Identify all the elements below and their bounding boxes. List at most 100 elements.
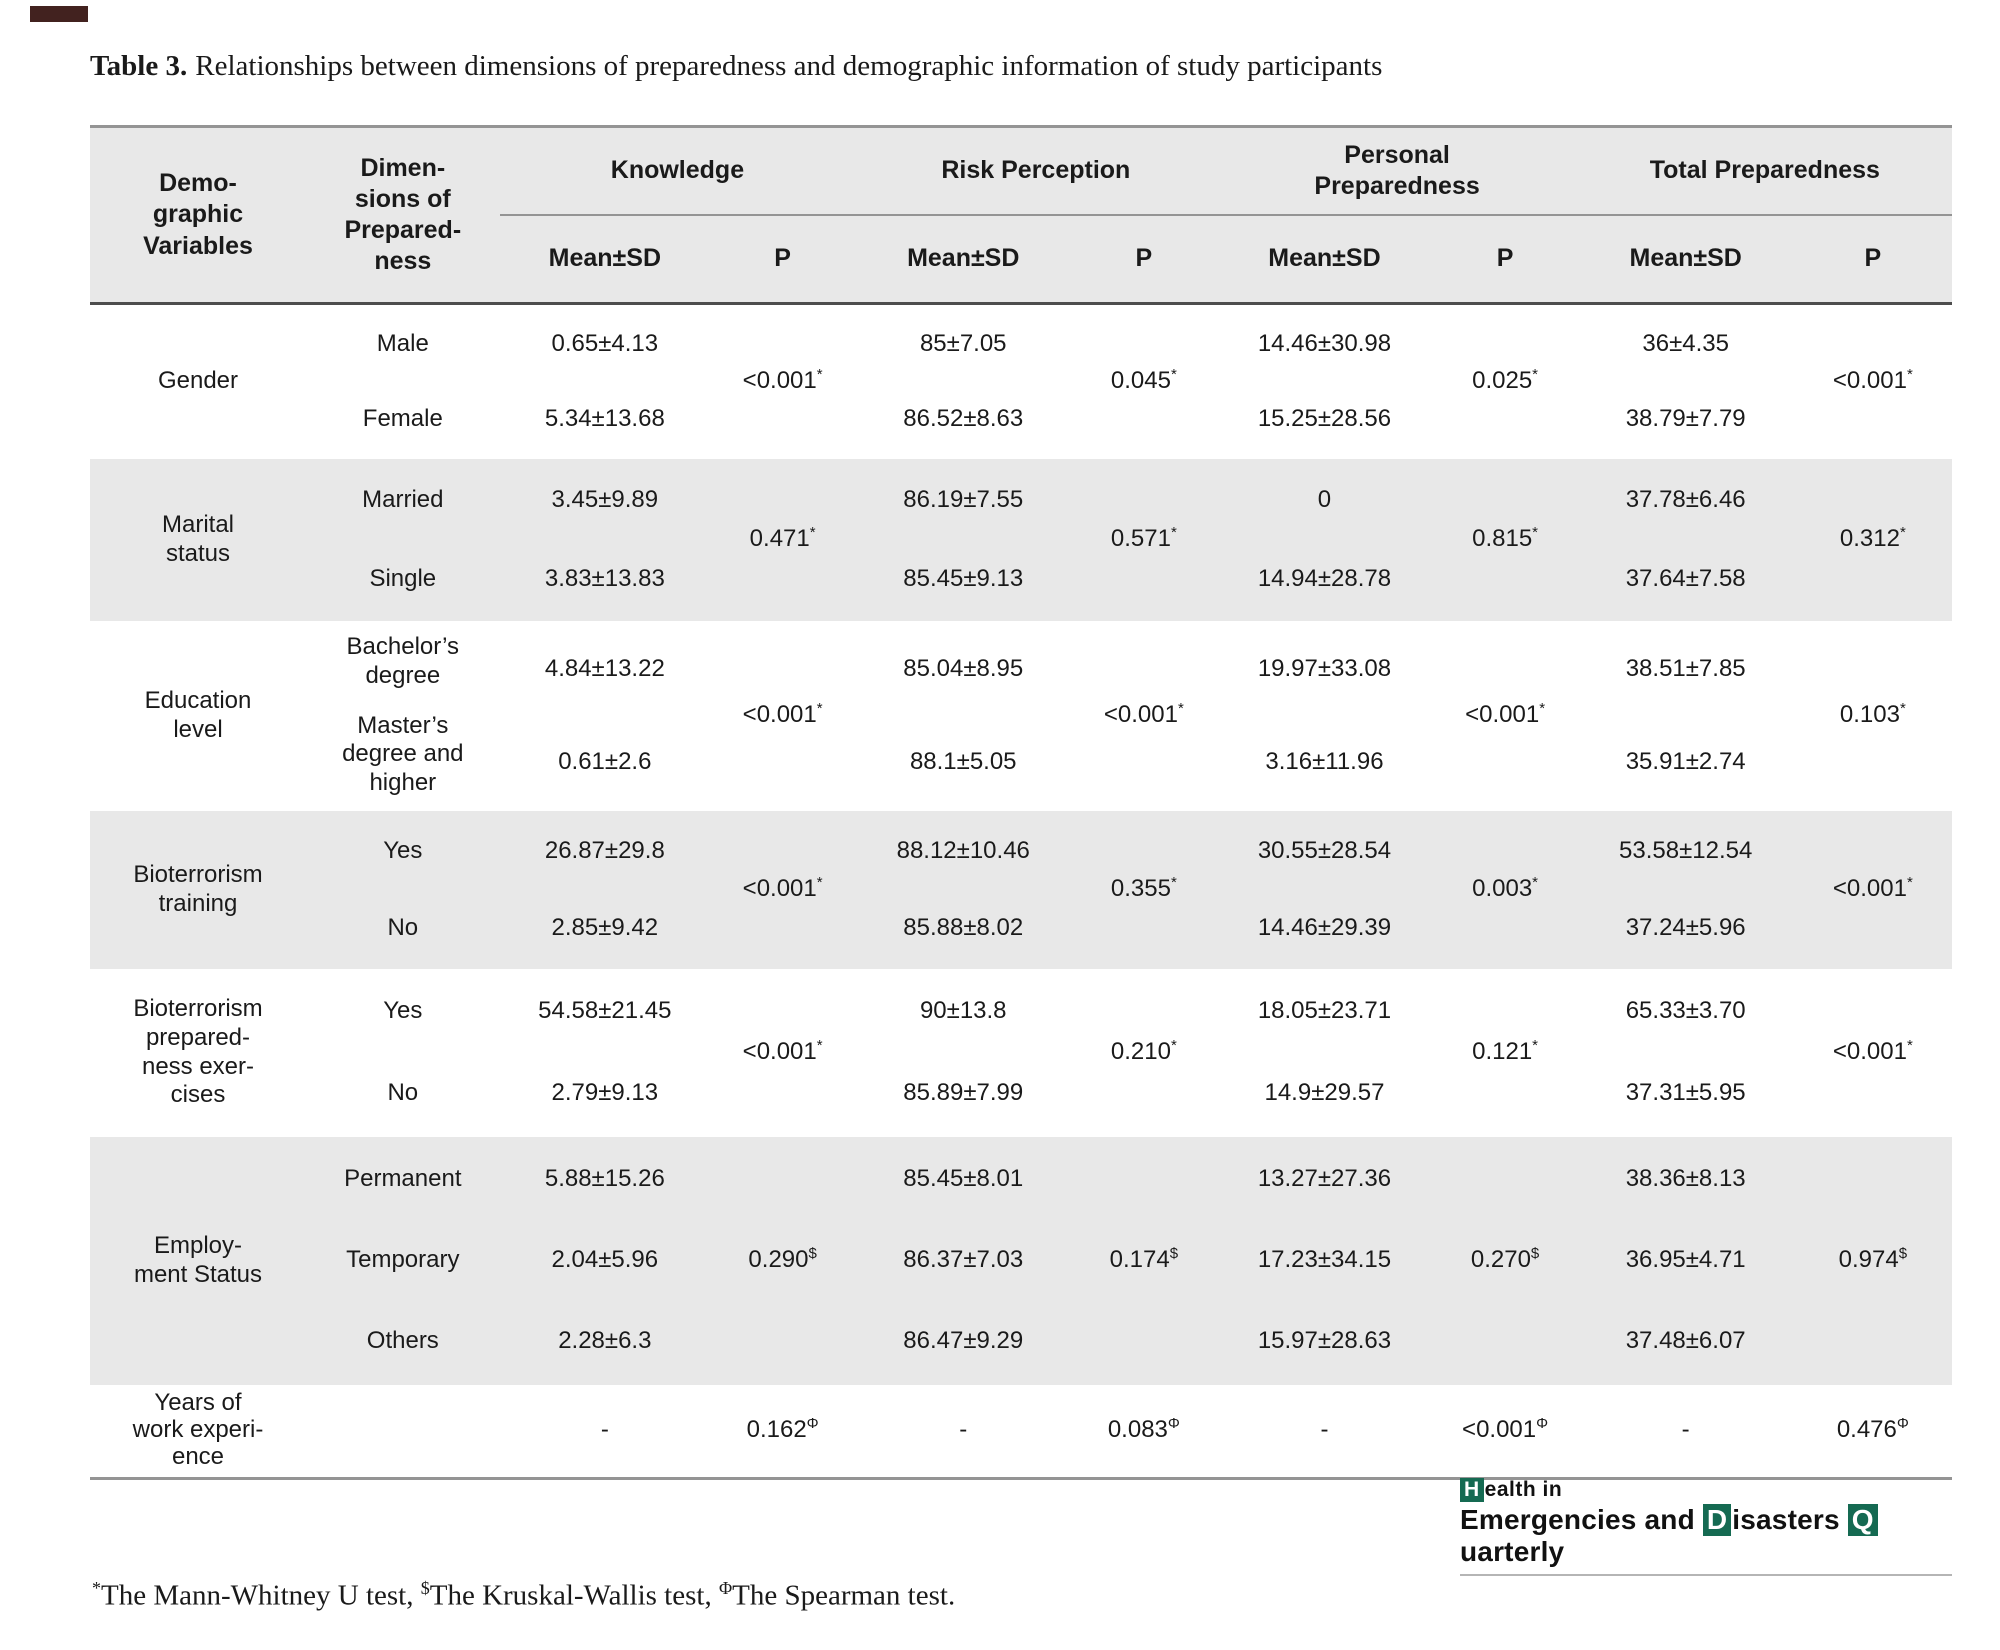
logo-letter-h: H xyxy=(1460,1478,1484,1502)
p-value-cell: <0.001* xyxy=(710,810,856,969)
p-value-cell: 0.045* xyxy=(1110,366,1177,395)
table-row-education-level: Education level Bachelor’s degree Master… xyxy=(90,621,1952,811)
mean-sd-value: 0.61±2.6 xyxy=(558,747,652,775)
mean-sd-value: 3.83±13.83 xyxy=(544,564,665,592)
mean-sd-value: 85.89±7.99 xyxy=(903,1079,1024,1107)
header-total-p: P xyxy=(1793,215,1952,305)
option-label: No xyxy=(387,1079,419,1107)
footnote-text: The Kruskal-Wallis test, xyxy=(429,1579,719,1612)
table-row-marital-status: Marital status Married Single 3.45±9.89 … xyxy=(90,458,1952,621)
logo-letter-q: Q xyxy=(1847,1504,1878,1536)
footnote-mark: $ xyxy=(420,1578,430,1598)
mean-sd-value: - xyxy=(1320,1416,1329,1444)
mean-sd-value: 2.85±9.42 xyxy=(551,913,659,941)
mean-sd-value: 86.19±7.55 xyxy=(903,485,1024,513)
row-variable: Bioterrorism training xyxy=(90,810,306,969)
mean-sd-value: 13.27±27.36 xyxy=(1257,1164,1392,1192)
option-label: Permanent xyxy=(344,1164,462,1192)
mean-sd-value: 86.52±8.63 xyxy=(903,405,1024,433)
p-value-cell: 0.270$ xyxy=(1432,1136,1578,1385)
option-label: Temporary xyxy=(346,1246,460,1274)
logo-text: uarterly xyxy=(1460,1536,1565,1567)
footnote-text: The Mann-Whitney U test, xyxy=(101,1579,421,1612)
p-value-cell: 0.476Φ xyxy=(1836,1415,1909,1444)
row-variable: Years of work experi- ence xyxy=(132,1389,264,1471)
mean-sd-value: 85.45±8.01 xyxy=(903,1164,1024,1192)
mean-sd-value: 37.48±6.07 xyxy=(1625,1327,1746,1355)
header-knowledge-p: P xyxy=(710,215,856,305)
option-label xyxy=(306,1385,500,1479)
p-value-cell: <0.001* xyxy=(1103,700,1184,729)
logo-text: isasters xyxy=(1732,1504,1848,1535)
logo-text: ealth in xyxy=(1484,1478,1563,1501)
mean-sd-value: 30.55±28.54 xyxy=(1257,836,1392,864)
mean-sd-value: 85.88±8.02 xyxy=(903,913,1024,941)
row-variable: Employ- ment Status xyxy=(90,1136,306,1385)
header-sub-row: Mean±SD P Mean±SD P Mean±SD P Mean±SD P xyxy=(90,215,1952,305)
p-value-cell: 0.174$ xyxy=(1071,1136,1217,1385)
mean-sd-value: 36±4.35 xyxy=(1642,329,1729,357)
mean-sd-value: 5.34±13.68 xyxy=(544,405,665,433)
logo-text: Emergencies and xyxy=(1460,1504,1703,1535)
mean-sd-value: 14.46±29.39 xyxy=(1257,913,1392,941)
table-footnote: *The Mann-Whitney U test, $The Kruskal-W… xyxy=(92,1578,1792,1613)
p-value-cell: 0.471* xyxy=(710,458,856,621)
corner-mark xyxy=(30,6,88,22)
mean-sd-value: 90±13.8 xyxy=(919,997,1007,1025)
row-variable: Gender xyxy=(157,367,239,395)
header-dimensions-of-preparedness: Dimen- sions of Prepared- ness xyxy=(305,126,500,305)
mean-sd-value: 2.28±6.3 xyxy=(558,1327,652,1355)
table-row-bioterrorism-training: Bioterrorism training Yes No 26.87±29.8 … xyxy=(90,810,1952,969)
mean-sd-value: 35.91±2.74 xyxy=(1625,747,1746,775)
mean-sd-value: 88.12±10.46 xyxy=(896,836,1030,864)
option-label: Married xyxy=(362,485,444,513)
table-row-employment-status: Employ- ment Status Permanent Temporary … xyxy=(90,1136,1952,1385)
table-row-years-of-work-experience: Years of work experi- ence - 0.162Φ - 0.… xyxy=(90,1385,1952,1479)
table-row-gender: Gender Male Female 0.65±4.13 5.34±13.68 … xyxy=(90,304,1952,459)
p-value-cell: <0.001* xyxy=(1465,700,1546,729)
mean-sd-value: - xyxy=(959,1416,968,1444)
mean-sd-value: 37.64±7.58 xyxy=(1625,564,1746,592)
header-group-risk-perception: Risk Perception xyxy=(855,126,1217,216)
mean-sd-value: 2.79±9.13 xyxy=(551,1079,659,1107)
mean-sd-value: 38.79±7.79 xyxy=(1625,405,1746,433)
mean-sd-value: 5.88±15.26 xyxy=(544,1164,665,1192)
results-table: Demo- graphic Variables Dimen- sions of … xyxy=(90,125,1952,1480)
mean-sd-value: - xyxy=(1681,1416,1690,1444)
mean-sd-value: 15.25±28.56 xyxy=(1257,405,1392,433)
mean-sd-value: 19.97±33.08 xyxy=(1257,654,1392,682)
p-value-cell: 0.571* xyxy=(1071,458,1217,621)
mean-sd-value: 85.04±8.95 xyxy=(903,654,1024,682)
p-value-cell: <0.001* xyxy=(742,366,823,395)
mean-sd-value: 38.51±7.85 xyxy=(1625,654,1746,682)
p-value-cell: 0.025* xyxy=(1472,366,1539,395)
table-row-bioterrorism-preparedness-exercises: Bioterrorism prepared- ness exer- cises … xyxy=(90,969,1952,1137)
option-label: Single xyxy=(369,564,437,592)
footnote-text: The Spearman test. xyxy=(732,1579,956,1612)
mean-sd-value: 0.65±4.13 xyxy=(551,329,659,357)
p-value-cell: 0.974$ xyxy=(1793,1136,1952,1385)
mean-sd-value: 18.05±23.71 xyxy=(1257,997,1392,1025)
mean-sd-value: 14.94±28.78 xyxy=(1257,564,1392,592)
header-personal-p: P xyxy=(1432,215,1578,305)
p-value-cell: <0.001* xyxy=(1832,1037,1913,1066)
table-title: Table 3. Relationships between dimensions… xyxy=(90,50,1950,83)
mean-sd-value: 37.78±6.46 xyxy=(1625,485,1746,513)
mean-sd-value: 17.23±34.15 xyxy=(1257,1246,1392,1274)
row-variable: Bioterrorism prepared- ness exer- cises xyxy=(133,994,263,1109)
header-personal-mean-sd: Mean±SD xyxy=(1216,215,1433,305)
header-group-knowledge: Knowledge xyxy=(499,126,856,216)
header-group-row: Demo- graphic Variables Dimen- sions of … xyxy=(90,126,1952,305)
option-label: Female xyxy=(362,405,443,433)
logo-letter-d: D xyxy=(1702,1504,1732,1536)
mean-sd-value: 14.46±30.98 xyxy=(1257,329,1392,357)
option-label: Yes xyxy=(383,836,423,864)
mean-sd-value: 3.45±9.89 xyxy=(551,485,659,513)
mean-sd-value: 4.84±13.22 xyxy=(544,654,665,682)
p-value-cell: 0.103* xyxy=(1839,700,1906,729)
mean-sd-value: 2.04±5.96 xyxy=(551,1246,659,1274)
p-value-cell: <0.001* xyxy=(742,1037,823,1066)
